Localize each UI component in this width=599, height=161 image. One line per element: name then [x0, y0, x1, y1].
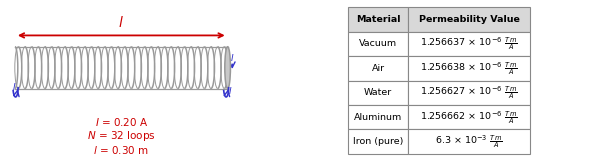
- Text: $I$ = 0.20 A: $I$ = 0.20 A: [95, 116, 148, 128]
- Text: $I$: $I$: [230, 52, 234, 63]
- Text: $I$: $I$: [12, 81, 16, 92]
- Text: $l$ = 0.30 m: $l$ = 0.30 m: [93, 144, 149, 156]
- Ellipse shape: [225, 47, 231, 89]
- Text: $l$: $l$: [119, 15, 124, 30]
- Text: $N$ = 32 loops: $N$ = 32 loops: [87, 129, 156, 143]
- Text: $I$: $I$: [228, 85, 232, 96]
